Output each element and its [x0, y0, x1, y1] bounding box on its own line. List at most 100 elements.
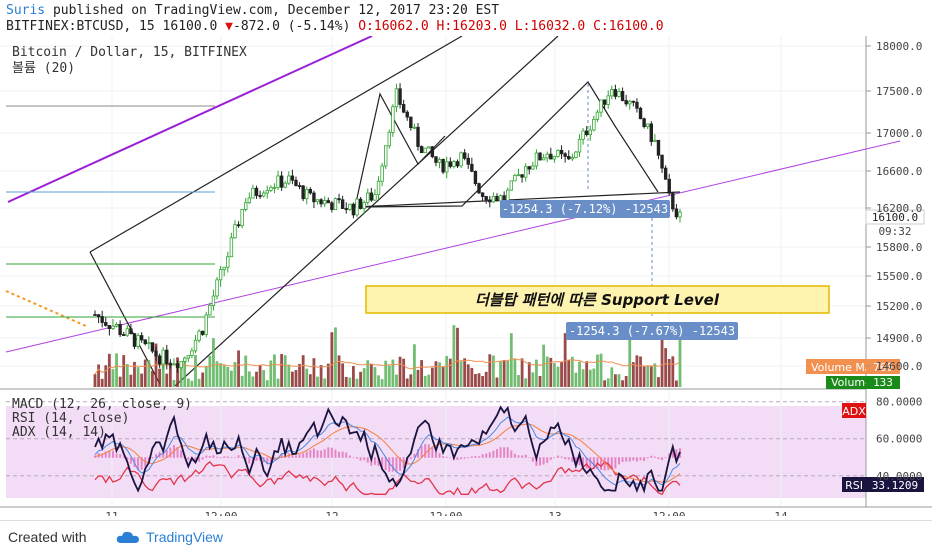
- bar-countdown: 09:32: [878, 225, 911, 238]
- macd-histogram-bar: [377, 457, 380, 467]
- macd-histogram-bar: [427, 444, 430, 458]
- support-callout-box[interactable]: [365, 285, 830, 314]
- upper-purple-channel-line[interactable]: [7, 35, 373, 203]
- open-value: O:16062.0: [358, 19, 429, 34]
- channel-lower-line[interactable]: [174, 35, 559, 387]
- macd-histogram-bar: [585, 457, 588, 469]
- author-link[interactable]: Suris: [6, 3, 46, 18]
- volume-bar: [463, 358, 467, 387]
- candle-body: [419, 146, 424, 154]
- publish-text: published on TradingView.com, December 1…: [52, 3, 500, 18]
- channel-upper-line[interactable]: [89, 35, 463, 253]
- volume-bar: [161, 364, 165, 387]
- volume-bar: [219, 363, 223, 387]
- macd-histogram-bar: [442, 456, 445, 458]
- volume-bar: [409, 374, 413, 387]
- tradingview-cloud-icon: [116, 531, 139, 543]
- time-axis-labels[interactable]: 11 12:00 12 12:00 13 12:00 14: [105, 510, 788, 523]
- macd-histogram-bar: [345, 452, 348, 458]
- volume-bar: [287, 364, 291, 387]
- volume-ma-value: 760: [873, 361, 893, 374]
- macd-histogram-bar: [388, 457, 391, 472]
- volume-tag-label: Volume: [831, 376, 872, 389]
- candle-body: [197, 330, 201, 341]
- candle-body: [617, 91, 621, 97]
- candle-body: [168, 363, 173, 366]
- candle-body: [305, 188, 309, 200]
- second-top-line[interactable]: [354, 81, 659, 208]
- footer: Created with TradingView: [0, 520, 932, 551]
- candle-body: [437, 159, 442, 163]
- macd-histogram-bar: [151, 457, 154, 459]
- macd-histogram-bar: [248, 457, 251, 464]
- chart-canvas[interactable]: Bitcoin / Dollar, 15, BITFINEX 볼륨 (20) M…: [0, 35, 932, 523]
- candle-body: [96, 314, 101, 317]
- macd-histogram-bar: [460, 457, 463, 460]
- orange-dotted-line[interactable]: [5, 290, 87, 327]
- price-candles[interactable]: [93, 83, 682, 373]
- volume-bar: [276, 378, 280, 387]
- candle-body: [261, 192, 266, 197]
- chart-area[interactable]: Bitcoin / Dollar, 15, BITFINEX 볼륨 (20) M…: [0, 35, 932, 523]
- candle-body: [226, 256, 230, 268]
- neckline[interactable]: [354, 191, 681, 208]
- measure-box-bottom[interactable]: [566, 322, 738, 340]
- candle-body: [107, 325, 112, 329]
- candle-body: [157, 355, 162, 365]
- candle-body: [473, 170, 478, 184]
- volume-bar: [107, 353, 111, 387]
- candle-body: [445, 161, 449, 173]
- measure-label-top: -1254.3 (-7.12%) -12543: [502, 202, 668, 216]
- volume-bar: [556, 366, 560, 387]
- candle-body: [495, 196, 499, 202]
- candle-body: [161, 349, 165, 365]
- volume-bar: [430, 367, 434, 387]
- macd-histogram-bar: [269, 457, 272, 464]
- volume-bar: [423, 375, 427, 387]
- volume-bar: [610, 367, 614, 387]
- macd-histogram-bar: [610, 457, 613, 470]
- macd-histogram-bar: [137, 457, 140, 471]
- volume-bar: [229, 370, 233, 387]
- volume-bar: [617, 374, 621, 387]
- macd-histogram-bar: [101, 453, 104, 458]
- candle-body: [394, 88, 399, 108]
- macd-histogram-bar: [617, 457, 620, 465]
- volume-bar: [265, 380, 269, 387]
- candle-body: [663, 167, 668, 180]
- volume-bar: [337, 355, 341, 387]
- candle-body: [132, 333, 137, 347]
- volume-value: 133: [873, 376, 893, 389]
- macd-histogram-bar: [549, 457, 552, 460]
- macd-histogram-bar: [119, 454, 122, 458]
- macd-histogram-bar: [646, 457, 649, 459]
- macd-histogram-bar: [438, 453, 441, 458]
- macd-histogram-bar: [104, 451, 107, 458]
- measure-box-top[interactable]: [500, 200, 670, 218]
- volume-bar: [319, 365, 323, 387]
- price-axis-labels[interactable]: 18000.0 17500.0 17000.0 16600.0 16200.0 15800…: [866, 40, 922, 373]
- macd-histogram-bar: [492, 450, 495, 458]
- macd-histogram-bar: [503, 447, 506, 458]
- macd-histogram-bar: [277, 457, 280, 459]
- macd-histogram-bar: [449, 457, 452, 458]
- macd-histogram-bar: [510, 450, 513, 458]
- candle-body: [204, 314, 208, 335]
- volume-bar: [100, 378, 104, 387]
- macd-histogram-bar: [474, 456, 477, 458]
- volume-bar: [122, 355, 126, 387]
- volume-bar: [129, 374, 133, 387]
- macd-histogram-bar: [582, 457, 585, 468]
- candle-body: [563, 153, 567, 157]
- volume-bar: [578, 361, 581, 387]
- chart-header: Suris published on TradingView.com, Dece…: [0, 0, 932, 36]
- volume-bar: [352, 366, 355, 387]
- volume-bar: [172, 379, 176, 387]
- oscillator-axis-labels[interactable]: 80.0000 60.0000 40.0000: [876, 396, 922, 483]
- macd-histogram-bar: [571, 457, 574, 463]
- volume-bar: [151, 370, 154, 387]
- candle-body: [344, 208, 348, 210]
- candle-body: [534, 152, 539, 167]
- tradingview-brand[interactable]: TradingView: [146, 529, 224, 545]
- macd-histogram-bar: [539, 457, 542, 466]
